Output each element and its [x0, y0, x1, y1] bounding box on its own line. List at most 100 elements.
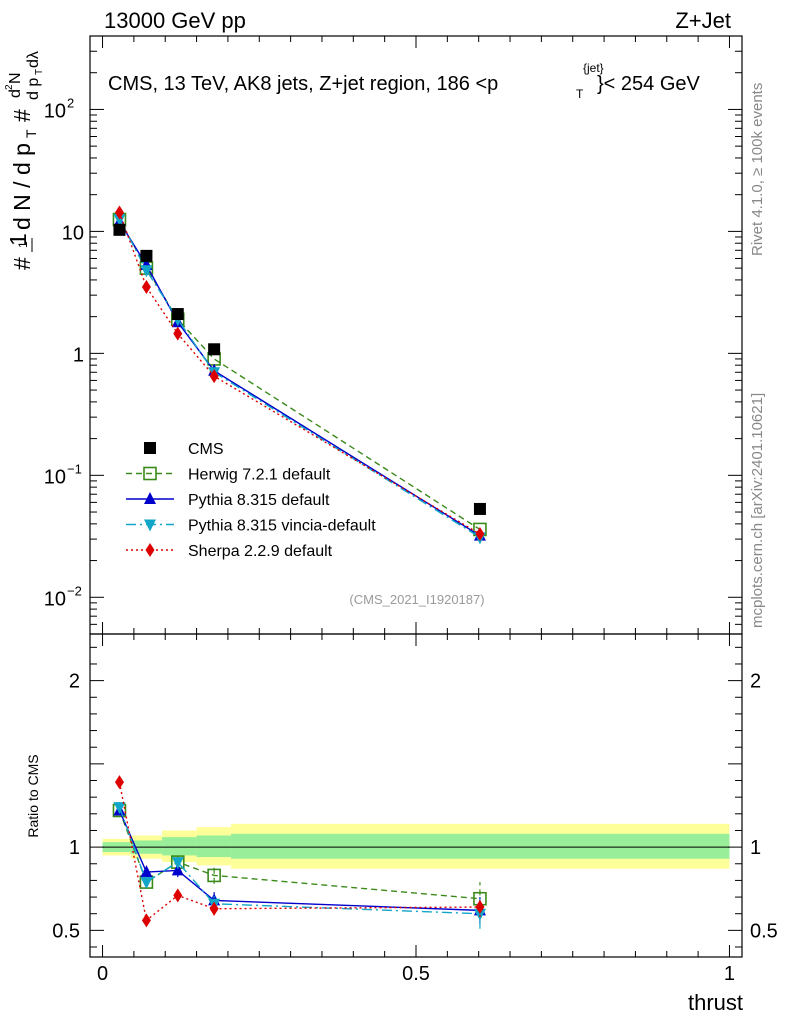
- series-point-ratio: [207, 868, 221, 883]
- svg-text:N: N: [7, 72, 24, 84]
- series-point-ratio: [113, 802, 126, 815]
- series-point-ratio: [141, 913, 151, 928]
- legend-entry-1: Herwig 7.2.1 default: [126, 467, 331, 484]
- series-point-ratio: [171, 863, 184, 876]
- series-point-ratio: [173, 888, 183, 903]
- svg-text:dλ: dλ: [25, 51, 42, 68]
- ratio-y-tick-label-right: 0.5: [750, 920, 778, 942]
- series-point-main: [140, 265, 153, 278]
- ratio-bands: [102, 823, 730, 869]
- legend-entry-2: Pythia 8.315 default: [126, 492, 330, 509]
- series-point-main: [475, 527, 485, 542]
- series-point-ratio: [171, 857, 184, 870]
- y-tick-exp: 2: [67, 95, 74, 110]
- series-point-ratio: [114, 775, 124, 790]
- svg-text:d p: d p: [25, 78, 42, 100]
- cms-data-point: [140, 249, 153, 262]
- legend-marker: [144, 519, 156, 532]
- series-point-main: [141, 280, 151, 295]
- header-left-label: 13000 GeV pp: [104, 8, 246, 33]
- series-point-main: [173, 326, 183, 341]
- header-right-label: Z+Jet: [675, 8, 731, 33]
- y-tick-exp: −2: [67, 583, 82, 598]
- mcplots-label: mcplots.cern.ch [arXiv:2401.10621]: [749, 393, 766, 628]
- y-tick-label: 10 −1: [44, 461, 82, 488]
- cms-data-point: [171, 308, 184, 321]
- cms-data-point: [473, 502, 486, 515]
- ratio-y-tick-label-right: 1: [750, 837, 761, 859]
- legend-marker: [145, 543, 155, 557]
- analysis-id: (CMS_2021_I1920187): [349, 592, 484, 607]
- title-sup: {jet}: [583, 61, 604, 75]
- title-main: CMS, 13 TeV, AK8 jets, Z+jet region, 186…: [108, 73, 498, 95]
- legend-label: Pythia 8.315 vincia-default: [188, 518, 376, 535]
- legend-marker: [144, 492, 156, 504]
- svg-text:d: d: [7, 89, 24, 98]
- series-0: [112, 212, 487, 916]
- ratio-y-tick-label-right: 2: [750, 671, 761, 693]
- x-tick-label: 0.5: [402, 963, 430, 985]
- series-line-main: [118, 212, 481, 535]
- svg-text:2: 2: [4, 84, 15, 90]
- y-axis-label: # 1 1 d N / d p T # d 2 N d p T dλ: [4, 51, 45, 270]
- ratio-band-inner-3: [196, 835, 232, 858]
- svg-text:d N / d p: d N / d p: [9, 143, 35, 230]
- series-point-ratio: [473, 908, 486, 921]
- series-line-main: [118, 221, 481, 537]
- series-line-ratio: [118, 806, 480, 915]
- chart-title: CMS, 13 TeV, AK8 jets, Z+jet region, 186…: [108, 61, 701, 101]
- ratio-band-inner-2: [162, 837, 197, 856]
- ratio-band-inner-4: [231, 833, 730, 859]
- y-tick-base: 10: [62, 222, 84, 244]
- svg-text:1: 1: [5, 233, 31, 246]
- y-tick-label: 1: [73, 344, 84, 366]
- legend: CMS Herwig 7.2.1 default Pythia 8.315 defa…: [126, 441, 376, 560]
- legend-entry-0: CMS: [144, 441, 224, 458]
- series-point-ratio: [209, 901, 219, 916]
- svg-text:T: T: [34, 69, 45, 75]
- y-tick-base: 1: [73, 344, 84, 366]
- x-tick-label: 0: [97, 963, 108, 985]
- svg-text:T: T: [23, 129, 39, 138]
- svg-text:#: #: [9, 257, 35, 270]
- legend-marker: [144, 442, 156, 454]
- x-axis-label: thrust: [688, 990, 743, 1015]
- series-point-ratio: [475, 900, 485, 915]
- y-tick-label: 10: [62, 222, 84, 244]
- legend-label: Pythia 8.315 default: [188, 492, 330, 509]
- series-point-main: [113, 214, 126, 227]
- series-point-main: [114, 205, 124, 220]
- title-end: }< 254 GeV: [597, 73, 701, 95]
- y-tick-label: 10 −2: [44, 583, 82, 610]
- y-tick-base: 10: [44, 588, 66, 610]
- series-point-main: [209, 369, 219, 384]
- cms-data-point: [113, 223, 126, 236]
- svg-text:1: 1: [16, 241, 30, 248]
- legend-label: Herwig 7.2.1 default: [188, 467, 331, 484]
- legend-label: CMS: [188, 441, 224, 458]
- x-tick-label: 1: [724, 963, 735, 985]
- y-tick-exp: −1: [67, 461, 82, 476]
- y-tick-label: 10 2: [44, 95, 74, 122]
- series-point-ratio: [140, 865, 153, 878]
- y-tick-base: 10: [44, 100, 66, 122]
- ratio-axis-label: Ratio to CMS: [25, 754, 41, 837]
- legend-entry-4: Sherpa 2.2.9 default: [126, 543, 333, 560]
- legend-label: Sherpa 2.2.9 default: [188, 543, 333, 560]
- series-layer: [112, 205, 487, 929]
- legend-entry-3: Pythia 8.315 vincia-default: [126, 518, 376, 535]
- series-point-ratio: [140, 877, 153, 890]
- ratio-y-tick-label-left: 1: [69, 837, 80, 859]
- series-3: [114, 205, 485, 928]
- ratio-y-tick-label-left: 0.5: [52, 920, 80, 942]
- rivet-version-label: Rivet 4.1.0, ≥ 100k events: [749, 83, 766, 256]
- svg-text:#: #: [9, 109, 35, 122]
- cms-data-point: [208, 343, 221, 356]
- y-tick-base: 10: [44, 466, 66, 488]
- legend-marker: [143, 466, 157, 481]
- ratio-y-tick-label-left: 2: [69, 671, 80, 693]
- cms-data: [113, 223, 486, 515]
- series-line-main: [118, 218, 481, 538]
